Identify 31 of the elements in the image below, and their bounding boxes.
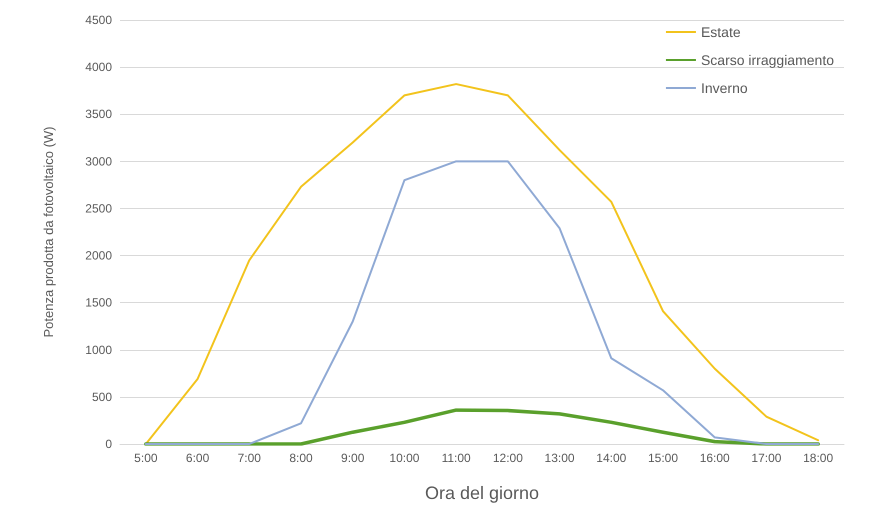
y-tick-label: 500 bbox=[92, 390, 112, 404]
x-tick-label: 7:00 bbox=[238, 451, 262, 465]
y-tick-label: 3000 bbox=[85, 154, 112, 168]
x-tick-label: 12:00 bbox=[492, 451, 524, 465]
legend-label: Estate bbox=[700, 24, 741, 40]
y-tick-label: 2000 bbox=[85, 248, 112, 263]
x-tick-label: 10:00 bbox=[389, 451, 420, 465]
x-tick-label: 6:00 bbox=[186, 451, 210, 465]
y-tick-label: 3500 bbox=[85, 107, 112, 122]
x-tick-label: 11:00 bbox=[442, 451, 472, 465]
x-tick-label: 13:00 bbox=[544, 451, 575, 465]
x-tick-label: 8:00 bbox=[289, 451, 313, 465]
x-tick-label: 18:00 bbox=[803, 451, 834, 465]
line-series bbox=[144, 160, 820, 445]
x-tick-label: 9:00 bbox=[341, 451, 365, 465]
x-tick-label: 15:00 bbox=[648, 451, 678, 465]
x-tick-label: 16:00 bbox=[700, 451, 730, 465]
y-tick-label: 4000 bbox=[85, 60, 112, 74]
y-axis-title: Potenza prodotta da fotovoltaico (W) bbox=[41, 126, 56, 338]
y-tick-label: 2500 bbox=[85, 201, 112, 216]
x-tick-label: 14:00 bbox=[596, 451, 627, 465]
x-axis-title: Ora del giorno bbox=[424, 483, 540, 503]
line-series bbox=[144, 83, 820, 445]
y-tick-label: 4500 bbox=[85, 13, 112, 27]
x-tick-label: 17:00 bbox=[751, 451, 782, 465]
y-tick-label: 1000 bbox=[85, 342, 112, 357]
x-tick-label: 5:00 bbox=[134, 451, 158, 465]
legend-label: Inverno bbox=[700, 80, 748, 96]
y-tick-label: 1500 bbox=[85, 296, 112, 310]
y-tick-label: 0 bbox=[105, 437, 112, 451]
legend-label: Scarso irraggiamento bbox=[700, 52, 834, 68]
